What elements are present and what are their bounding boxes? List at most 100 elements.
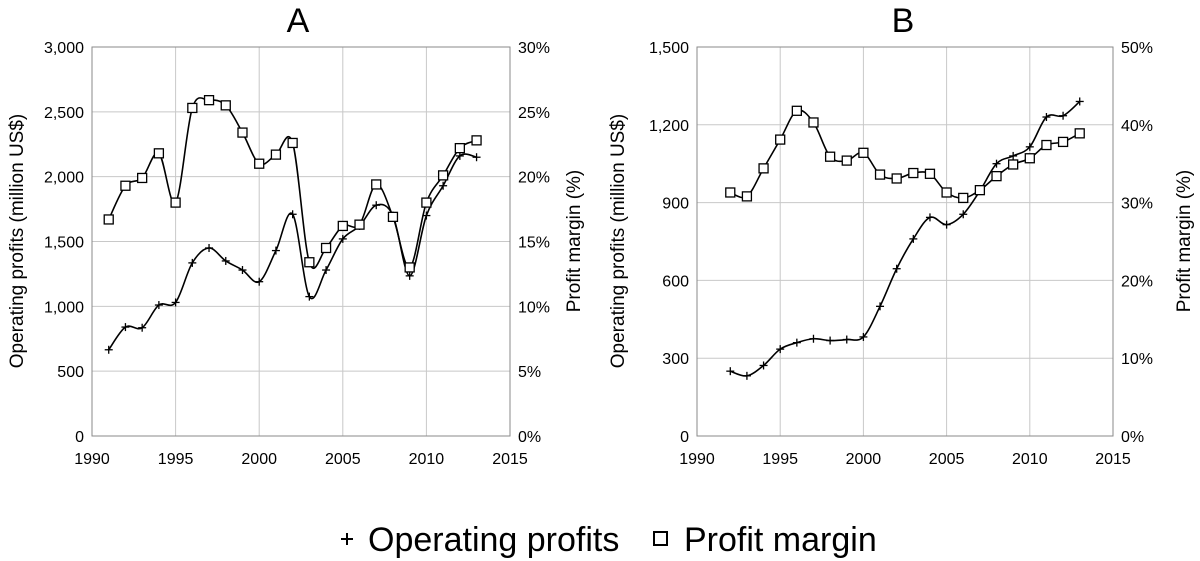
panel-b-profit-margin-point xyxy=(1041,139,1052,151)
panel-a-operating-profits-point xyxy=(288,210,297,219)
panel-a-profit-margin-point xyxy=(387,211,399,223)
panel-a-profit-margin-point xyxy=(170,197,181,208)
panel-b-x-tick-label: 1990 xyxy=(679,451,715,468)
panel-a-y-tick-label: 1,000 xyxy=(44,299,84,316)
panel-a-profit-margin-point xyxy=(354,219,365,230)
panel-a-profit-margin-point xyxy=(237,127,248,138)
panel-b-operating-profits-point xyxy=(726,367,735,376)
panel-b-operating-profits-point xyxy=(1009,151,1018,160)
panel-b-y-tick-label: 1,200 xyxy=(649,118,689,135)
panel-b-y2-tick-label: 20% xyxy=(1121,273,1153,290)
panel-b-operating-profits-point xyxy=(925,213,934,222)
panel-a-profit-margin-point xyxy=(421,197,432,208)
panel-b-y-tick-label: 1,500 xyxy=(649,40,689,57)
panel-a-operating-profits-point xyxy=(405,271,414,280)
panel-b-profit-margin-point xyxy=(841,155,852,166)
panel-a-y-tick-label: 2,500 xyxy=(44,105,84,122)
panel-b-x-tick-label: 2015 xyxy=(1095,451,1131,468)
panel-a-profit-margin-point xyxy=(437,170,449,181)
panel-b-operating-profits-point xyxy=(1075,97,1084,106)
panel-a-profit-margin-point xyxy=(220,100,231,111)
panel-b-x-tick-label: 2005 xyxy=(929,451,965,468)
panel-a-y2-tick-label: 10% xyxy=(518,299,550,316)
panel-b-profit-margin-line xyxy=(729,109,1081,199)
panel-a-operating-profits-point xyxy=(372,201,381,210)
panel-a-y2-tick-label: 0% xyxy=(518,429,541,446)
panel-a-x-tick-label: 1990 xyxy=(74,451,110,468)
panel-a-profit-margin-point xyxy=(203,95,215,106)
panel-a-operating-profits-point xyxy=(472,153,481,162)
panel-a-profit-margin-point xyxy=(471,135,482,146)
panel-b-y2-tick-label: 10% xyxy=(1121,351,1153,368)
panel-b-profit-margin-point xyxy=(791,105,802,116)
panel-b-operating-profits-point xyxy=(1025,142,1034,151)
panel-b-y-tick-label: 900 xyxy=(662,196,689,213)
panel-a-y2-tick-label: 25% xyxy=(518,105,550,122)
panel-b-y2-tick-label: 30% xyxy=(1121,196,1153,213)
panel-b-profit-margin-point xyxy=(741,191,753,202)
panel-a-title: A xyxy=(287,2,310,40)
panel-b-operating-profits-point xyxy=(992,159,1001,168)
panel-a-operating-profits-point xyxy=(154,301,163,310)
panel-a-operating-profits-point xyxy=(221,256,230,265)
panel-a-profit-margin-point xyxy=(454,142,465,154)
panel-b-y2-tick-label: 0% xyxy=(1121,429,1144,446)
panel-a-operating-profits-point xyxy=(238,266,247,275)
panel-a-y-tick-label: 500 xyxy=(57,364,84,381)
panel-b-operating-profits-point xyxy=(759,361,768,370)
panel-a-profit-margin-point xyxy=(304,257,315,268)
panel-a-profit-margin-point xyxy=(153,148,165,159)
panel-b-x-tick-label: 1995 xyxy=(762,451,798,468)
panel-a-profit-margin-point xyxy=(103,214,114,225)
panel-a-profit-margin-point xyxy=(371,179,382,190)
panel-b-operating-profits-point xyxy=(776,345,785,354)
panel-a-profit-margin-point xyxy=(270,149,282,160)
panel-b-profit-margin-point xyxy=(758,163,769,174)
panel-a: 0 500 1,000 1,500 2,000 2,500 3,000 0% 5% 10% 15% 2… xyxy=(44,40,550,468)
panel-b-profit-margin-point xyxy=(1057,136,1069,148)
panel-b-operating-profits-point xyxy=(942,220,951,229)
panel-b-profit-margin-point xyxy=(958,192,969,204)
panel-b-profit-margin-point xyxy=(974,185,986,196)
panel-b-operating-profits-point xyxy=(792,338,801,347)
panel-a-operating-profits-line xyxy=(108,153,477,351)
panel-a-x-tick-label: 2010 xyxy=(409,451,445,468)
panel-b-operating-profits-point xyxy=(892,264,901,273)
panel-b-profit-margin-point xyxy=(775,134,786,145)
panel-a-operating-profits-point xyxy=(121,323,130,332)
legend-plus-icon xyxy=(341,533,353,545)
panel-a-operating-profits-point xyxy=(439,181,448,190)
panel-b-y-tick-label: 300 xyxy=(662,351,689,368)
panel-a-profit-margin-line xyxy=(108,97,477,270)
panel-a-operating-profits-point xyxy=(188,258,197,267)
panel-a-operating-profits-point xyxy=(171,298,180,307)
panel-b-profit-margin-point xyxy=(808,117,819,128)
panel-b-operating-profits-point xyxy=(909,234,918,243)
panel-a-x-tick-label: 1995 xyxy=(158,451,194,468)
panel-a-y-tick-label: 2,000 xyxy=(44,170,84,187)
panel-b-operating-profits-point xyxy=(742,371,751,380)
panel-b-operating-profits-line xyxy=(730,100,1081,377)
panel-b-profit-margin-point xyxy=(858,147,869,158)
panel-b-y2-tick-label: 40% xyxy=(1121,118,1153,135)
panel-b-y2-axis-title: Profit margin (%) xyxy=(1174,170,1195,313)
panel-b-profit-margin-point xyxy=(824,151,836,162)
panel-b-y-tick-label: 600 xyxy=(662,273,689,290)
panel-a-profit-margin-point xyxy=(254,158,265,169)
panel-b-x-tick-label: 2010 xyxy=(1012,451,1048,468)
panel-b-operating-profits-point xyxy=(826,336,835,345)
panel-b-operating-profits-point xyxy=(1042,113,1051,122)
panel-a-plot-frame xyxy=(91,46,511,437)
legend-operating-profits-label: Operating profits xyxy=(368,521,619,559)
panel-a-x-tick-label: 2015 xyxy=(492,451,528,468)
panel-a-y2-tick-label: 5% xyxy=(518,364,541,381)
panel-a-profit-margin-point xyxy=(287,137,298,149)
panel-a-y-tick-label: 3,000 xyxy=(44,40,84,57)
panel-a-operating-profits-point xyxy=(322,266,331,275)
panel-b-profit-margin-point xyxy=(1024,153,1035,164)
panel-b-operating-profits-point xyxy=(959,210,968,219)
panel-b-y-tick-label: 0 xyxy=(680,429,689,446)
panel-b-profit-margin-point xyxy=(891,173,902,184)
